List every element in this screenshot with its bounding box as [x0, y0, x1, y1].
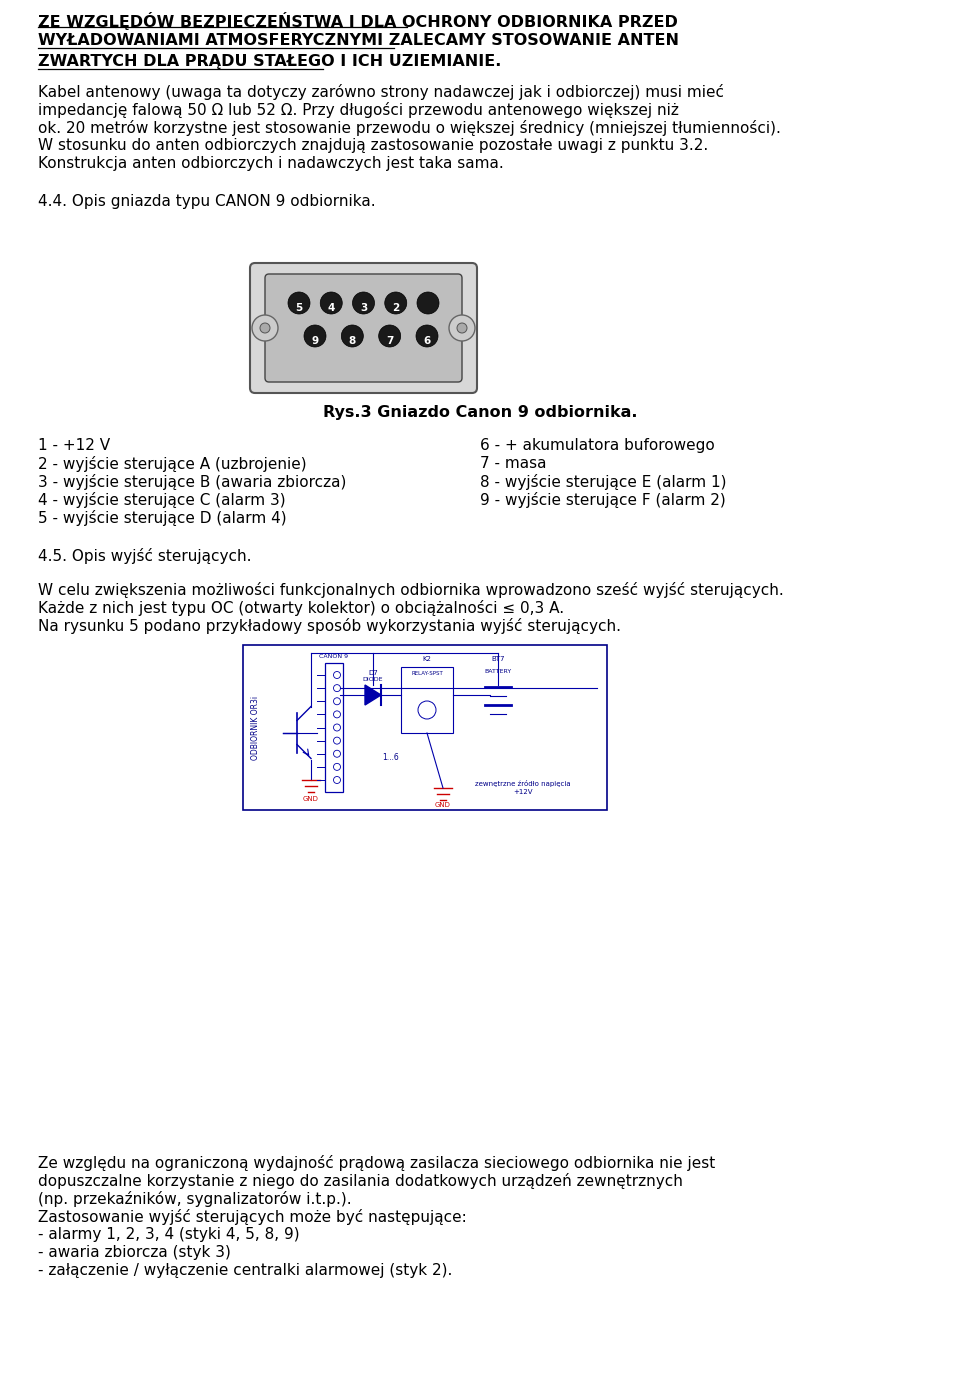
- Text: W celu zwiększenia możliwości funkcjonalnych odbiornika wprowadzono sześć wyjść : W celu zwiększenia możliwości funkcjonal…: [38, 582, 783, 597]
- Text: BATTERY: BATTERY: [485, 669, 512, 674]
- Text: RELAY-SPST: RELAY-SPST: [411, 671, 443, 676]
- Text: ODBIORNIK OR3i: ODBIORNIK OR3i: [252, 695, 260, 759]
- Bar: [401, 667, 453, 733]
- Text: 1...6: 1...6: [383, 752, 399, 762]
- Text: - alarmy 1, 2, 3, 4 (styki 4, 5, 8, 9): - alarmy 1, 2, 3, 4 (styki 4, 5, 8, 9): [38, 1227, 300, 1242]
- Text: 8 - wyjście sterujące E (alarm 1): 8 - wyjście sterujące E (alarm 1): [480, 475, 727, 490]
- Circle shape: [449, 315, 475, 341]
- Text: impedancję falową 50 Ω lub 52 Ω. Przy długości przewodu antenowego większej niż: impedancję falową 50 Ω lub 52 Ω. Przy dł…: [38, 102, 679, 119]
- FancyBboxPatch shape: [265, 274, 462, 383]
- Text: 5: 5: [296, 303, 302, 313]
- Circle shape: [342, 325, 363, 348]
- Text: 9 - wyjście sterujące F (alarm 2): 9 - wyjście sterujące F (alarm 2): [480, 491, 726, 508]
- Text: 5 - wyjście sterujące D (alarm 4): 5 - wyjście sterujące D (alarm 4): [38, 510, 287, 526]
- Text: 4 - wyjście sterujące C (alarm 3): 4 - wyjście sterujące C (alarm 3): [38, 491, 286, 508]
- Circle shape: [252, 315, 278, 341]
- Text: ZE WZGLĘDÓW BEZPIECZEŃSTWA I DLA OCHRONY ODBIORNIKA PRZED: ZE WZGLĘDÓW BEZPIECZEŃSTWA I DLA OCHRONY…: [38, 13, 678, 29]
- Circle shape: [416, 325, 438, 348]
- Text: DIODE: DIODE: [363, 677, 383, 683]
- Text: ZWARTYCH DLA PRĄDU STAŁEGO I ICH UZIEMIANIE.: ZWARTYCH DLA PRĄDU STAŁEGO I ICH UZIEMIA…: [38, 54, 501, 68]
- Text: WYŁADOWANIAMI ATMOSFERYCZNYMI ZALECAMY STOSOWANIE ANTEN: WYŁADOWANIAMI ATMOSFERYCZNYMI ZALECAMY S…: [38, 34, 679, 47]
- Circle shape: [260, 322, 270, 334]
- Text: Kabel antenowy (uwaga ta dotyczy zarówno strony nadawczej jak i odbiorczej) musi: Kabel antenowy (uwaga ta dotyczy zarówno…: [38, 84, 724, 101]
- Text: 3: 3: [360, 303, 367, 313]
- Circle shape: [333, 671, 341, 678]
- Text: 9: 9: [311, 336, 319, 346]
- Text: Każde z nich jest typu OC (otwarty kolektor) o obciążalności ≤ 0,3 A.: Każde z nich jest typu OC (otwarty kolek…: [38, 600, 564, 616]
- Text: K2: K2: [422, 656, 431, 662]
- Circle shape: [352, 292, 374, 314]
- Circle shape: [304, 325, 326, 348]
- Text: BT7: BT7: [492, 656, 505, 662]
- FancyBboxPatch shape: [250, 262, 477, 394]
- Text: 3 - wyjście sterujące B (awaria zbiorcza): 3 - wyjście sterujące B (awaria zbiorcza…: [38, 475, 347, 490]
- Text: 4: 4: [327, 303, 335, 313]
- Circle shape: [321, 292, 343, 314]
- Circle shape: [385, 292, 407, 314]
- Circle shape: [333, 711, 341, 718]
- Text: 4.4. Opis gniazda typu CANON 9 odbiornika.: 4.4. Opis gniazda typu CANON 9 odbiornik…: [38, 194, 375, 209]
- Text: 7: 7: [386, 336, 394, 346]
- Text: 2: 2: [392, 303, 399, 313]
- Circle shape: [333, 698, 341, 705]
- Text: - załączenie / wyłączenie centralki alarmowej (styk 2).: - załączenie / wyłączenie centralki alar…: [38, 1263, 452, 1277]
- Circle shape: [333, 776, 341, 783]
- Circle shape: [457, 322, 467, 334]
- Text: zewnętrzne źródło napięcia
+12V: zewnętrzne źródło napięcia +12V: [475, 780, 571, 794]
- Text: CANON 9: CANON 9: [320, 653, 348, 659]
- Circle shape: [333, 764, 341, 771]
- Text: 4.5. Opis wyjść sterujących.: 4.5. Opis wyjść sterujących.: [38, 549, 252, 564]
- Circle shape: [333, 725, 341, 732]
- Text: 1 - +12 V: 1 - +12 V: [38, 438, 110, 452]
- Text: Ze względu na ograniczoną wydajność prądową zasilacza sieciowego odbiornika nie : Ze względu na ograniczoną wydajność prąd…: [38, 1154, 715, 1171]
- Circle shape: [288, 292, 310, 314]
- Text: 7 - masa: 7 - masa: [480, 456, 546, 470]
- Text: 6: 6: [423, 336, 431, 346]
- Text: Rys.3 Gniazdo Canon 9 odbiornika.: Rys.3 Gniazdo Canon 9 odbiornika.: [323, 405, 637, 420]
- Text: dopuszczalne korzystanie z niego do zasilania dodatkowych urządzeń zewnętrznych: dopuszczalne korzystanie z niego do zasi…: [38, 1173, 683, 1189]
- Bar: [243, 645, 607, 810]
- Text: 6 - + akumulatora buforowego: 6 - + akumulatora buforowego: [480, 438, 715, 452]
- Circle shape: [333, 737, 341, 744]
- Text: Na rysunku 5 podano przykładowy sposób wykorzystania wyjść sterujących.: Na rysunku 5 podano przykładowy sposób w…: [38, 618, 621, 634]
- Text: - awaria zbiorcza (styk 3): - awaria zbiorcza (styk 3): [38, 1245, 230, 1261]
- Text: ok. 20 metrów korzystne jest stosowanie przewodu o większej średnicy (mniejszej : ok. 20 metrów korzystne jest stosowanie …: [38, 120, 780, 135]
- Text: GND: GND: [435, 801, 451, 808]
- Text: Konstrukcja anten odbiorczych i nadawczych jest taka sama.: Konstrukcja anten odbiorczych i nadawczy…: [38, 156, 504, 170]
- Circle shape: [417, 292, 439, 314]
- Text: 2 - wyjście sterujące A (uzbrojenie): 2 - wyjście sterujące A (uzbrojenie): [38, 456, 306, 472]
- Text: 8: 8: [348, 336, 356, 346]
- Circle shape: [418, 701, 436, 719]
- Text: (np. przekaźników, sygnalizatorów i.t.p.).: (np. przekaźników, sygnalizatorów i.t.p.…: [38, 1191, 351, 1208]
- Text: D7: D7: [368, 670, 378, 676]
- Text: W stosunku do anten odbiorczych znajdują zastosowanie pozostałe uwagi z punktu 3: W stosunku do anten odbiorczych znajdują…: [38, 138, 708, 154]
- Bar: [325, 663, 343, 792]
- Circle shape: [333, 750, 341, 757]
- Text: Zastosowanie wyjść sterujących może być następujące:: Zastosowanie wyjść sterujących może być …: [38, 1209, 467, 1226]
- Text: GND: GND: [303, 796, 319, 801]
- Circle shape: [378, 325, 400, 348]
- Polygon shape: [365, 685, 381, 705]
- Circle shape: [333, 684, 341, 691]
